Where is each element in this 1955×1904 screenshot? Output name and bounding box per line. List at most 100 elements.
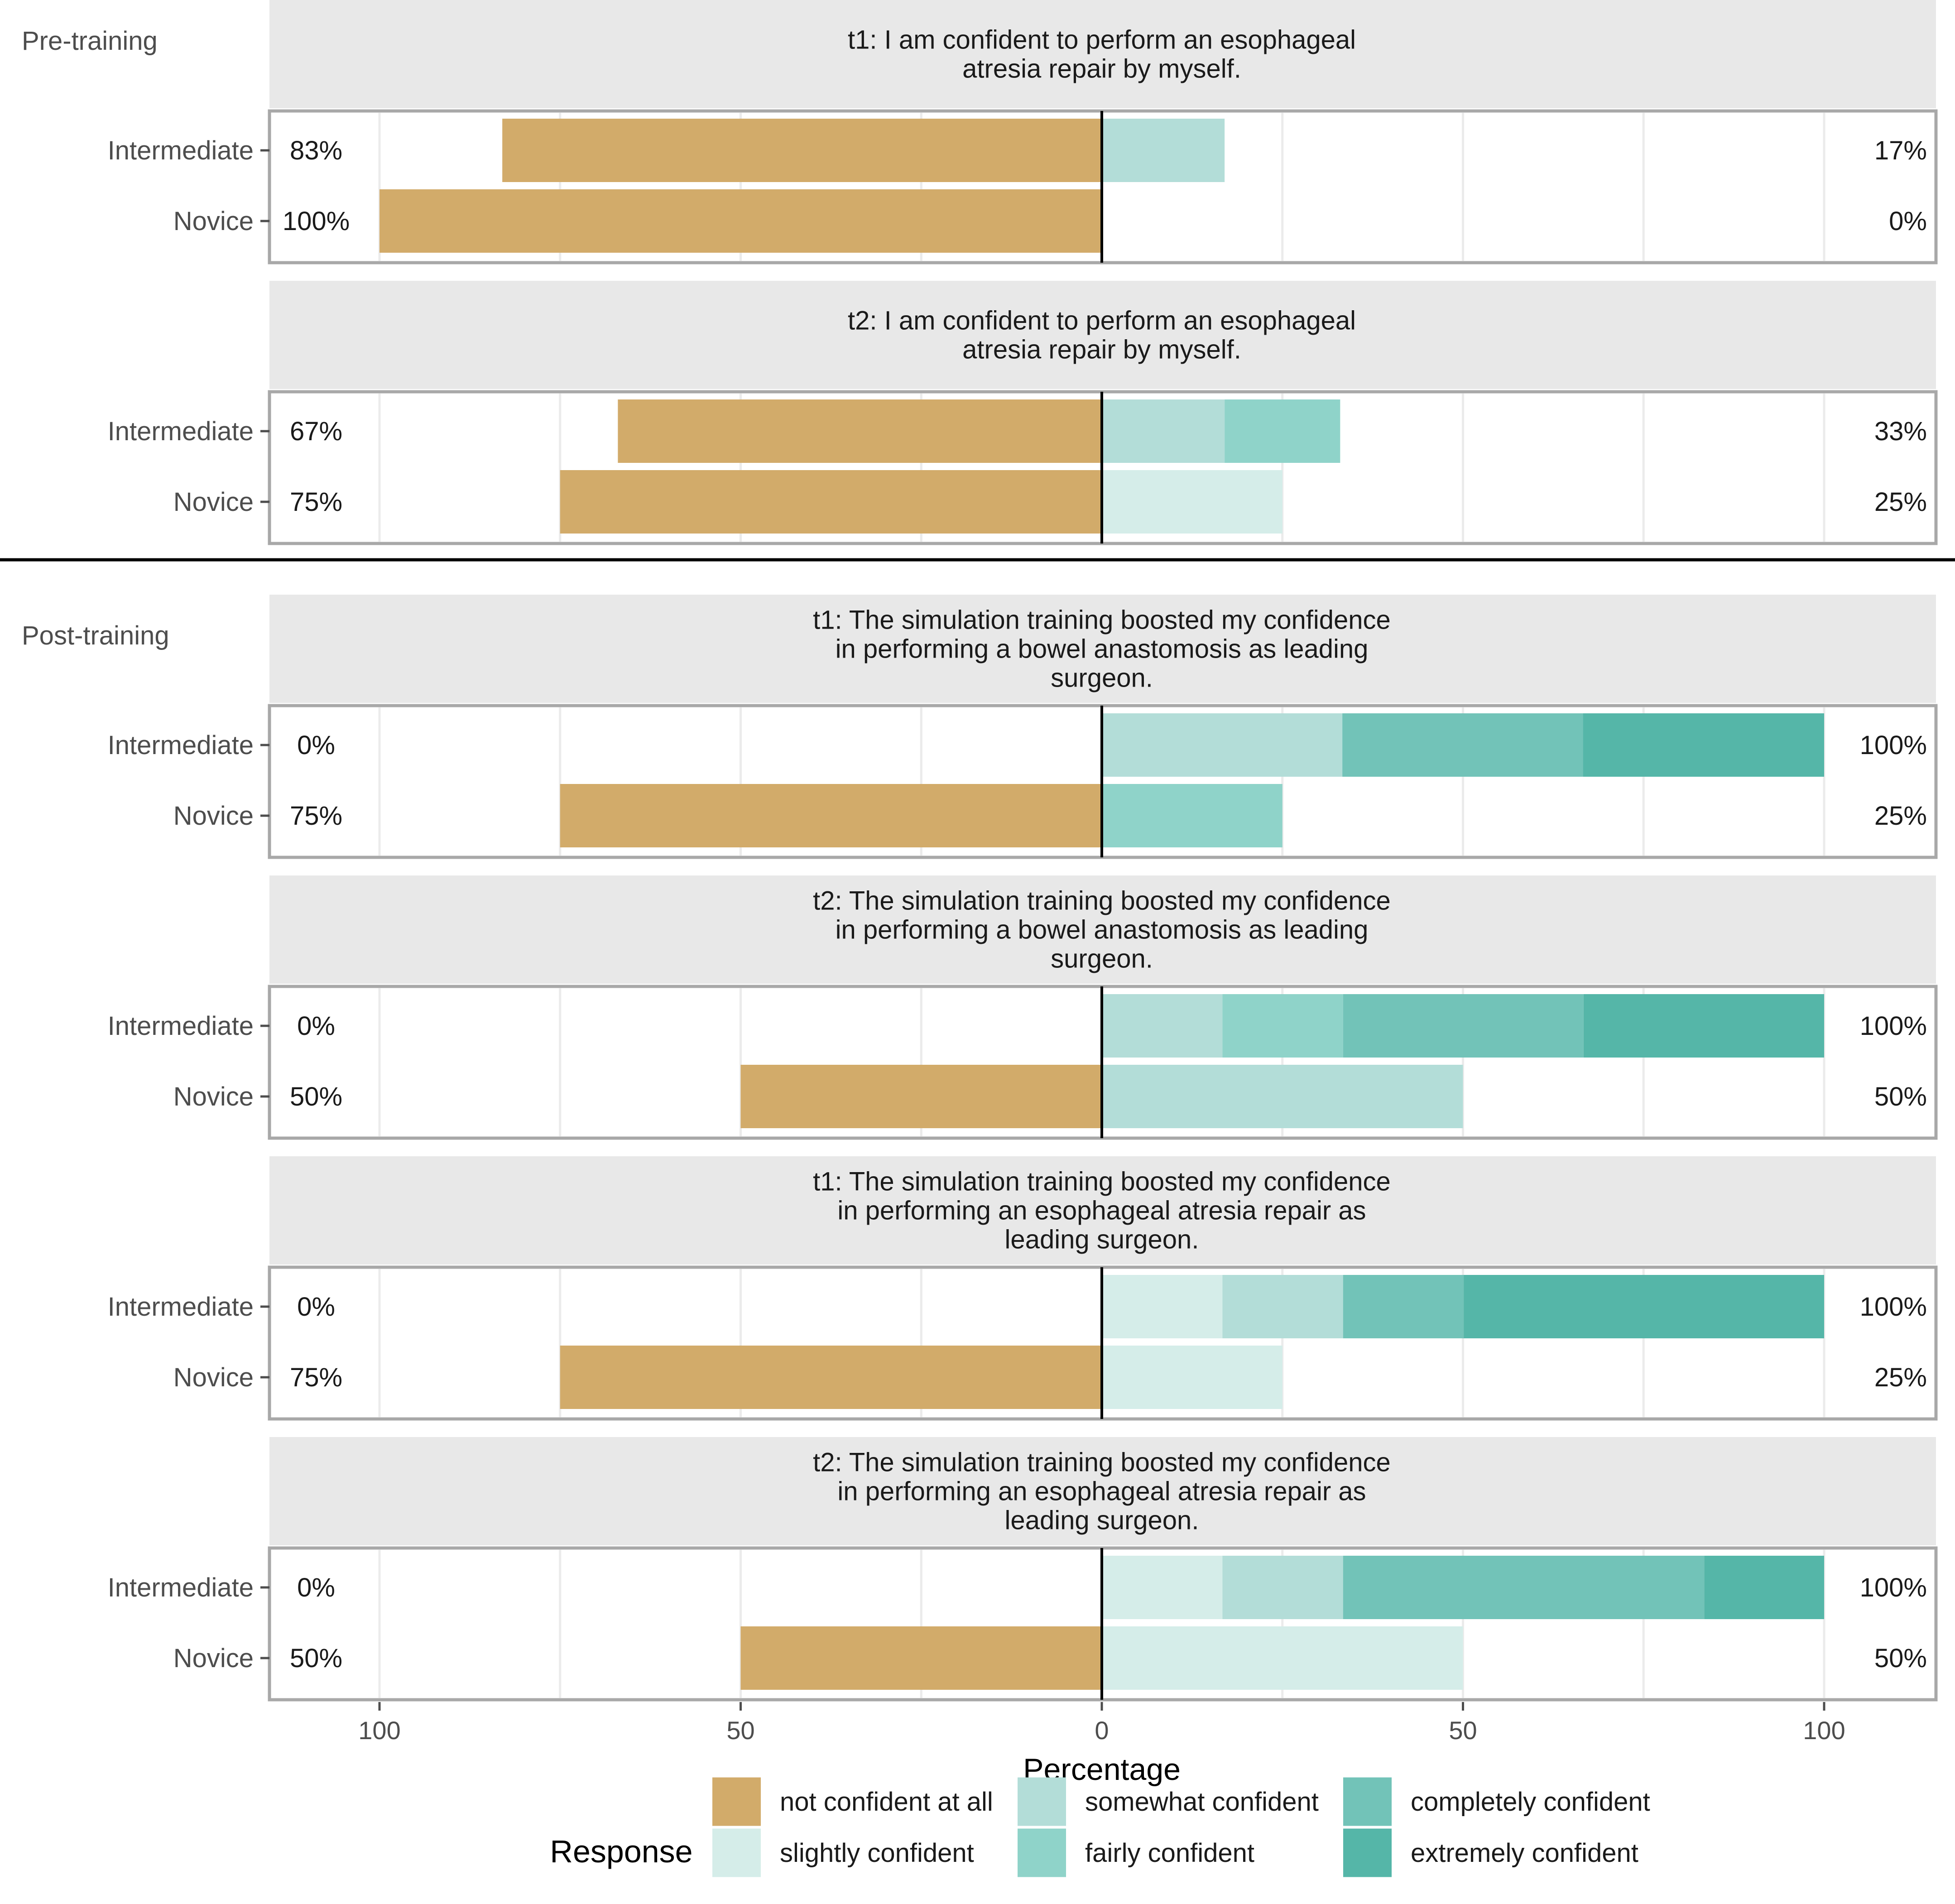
facet-title: t1: The simulation training boosted my c… <box>813 606 1391 693</box>
bar-intermediate-extremely-confident <box>1583 994 1824 1058</box>
right-percent-label: 50% <box>1874 1644 1927 1673</box>
x-tick-label: 100 <box>358 1716 400 1745</box>
left-percent-label: 75% <box>290 1363 342 1392</box>
section-label-post-training: Post-training <box>22 621 169 650</box>
facet-title: t1: I am confident to perform an esophag… <box>848 25 1356 84</box>
right-percent-label: 50% <box>1874 1082 1927 1111</box>
bar-intermediate-extremely-confident <box>1583 713 1824 777</box>
bar-intermediate-completely-confident <box>1343 1275 1464 1338</box>
legend-key-slightly-confident <box>712 1828 761 1877</box>
bar-novice-not-confident-at-all <box>560 470 1102 534</box>
bar-intermediate-somewhat-confident <box>1222 1556 1343 1619</box>
bar-intermediate-somewhat-confident <box>1102 119 1225 182</box>
left-percent-label: 75% <box>290 801 342 831</box>
bar-novice-not-confident-at-all <box>560 784 1102 847</box>
right-percent-label: 25% <box>1874 487 1927 517</box>
facet-strip <box>269 595 1936 703</box>
section-label-pre-training: Pre-training <box>22 26 158 56</box>
facet-strip <box>269 1437 1936 1545</box>
x-axis: Percentage 100 50 0 50 100 <box>358 1702 1845 1787</box>
row-label-intermediate: Intermediate <box>108 1011 254 1041</box>
left-percent-label: 83% <box>290 136 342 165</box>
facet-title: t2: I am confident to perform an esophag… <box>848 306 1356 365</box>
facet-title-line: surgeon. <box>1051 664 1153 693</box>
row-label-novice: Novice <box>173 801 254 831</box>
right-percent-label: 100% <box>1860 1292 1927 1322</box>
legend-key-fairly-confident <box>1018 1828 1066 1877</box>
bar-novice-not-confident-at-all <box>379 189 1102 253</box>
left-percent-label: 0% <box>297 1011 335 1041</box>
row-label-intermediate: Intermediate <box>108 136 254 165</box>
bar-novice-fairly-confident <box>1102 784 1283 847</box>
facet-panel: t1: I am confident to perform an esophag… <box>108 0 1938 264</box>
facet-title: t2: The simulation training boosted my c… <box>813 886 1391 974</box>
row-label-intermediate: Intermediate <box>108 1292 254 1322</box>
bar-intermediate-slightly-confident <box>1102 1275 1223 1338</box>
bar-novice-somewhat-confident <box>1102 1065 1463 1128</box>
legend-key-somewhat-confident <box>1018 1777 1066 1826</box>
left-percent-label: 0% <box>297 1292 335 1322</box>
x-tick-label: 50 <box>726 1716 754 1745</box>
left-percent-label: 75% <box>290 487 342 517</box>
bar-intermediate-completely-confident <box>1343 1556 1705 1619</box>
bar-intermediate-fairly-confident <box>1222 994 1343 1058</box>
legend-title: Response <box>550 1834 692 1869</box>
bar-intermediate-somewhat-confident <box>1102 713 1343 777</box>
bar-novice-not-confident-at-all <box>740 1626 1102 1690</box>
facet-title-line: t2: The simulation training boosted my c… <box>813 886 1391 916</box>
facet-title-line: t2: I am confident to perform an esophag… <box>848 306 1356 336</box>
legend-label-extremely-confident: extremely confident <box>1411 1838 1638 1868</box>
left-percent-label: 67% <box>290 417 342 446</box>
legend-label-completely-confident: completely confident <box>1411 1787 1650 1817</box>
bar-intermediate-completely-confident <box>1343 994 1584 1058</box>
legend-label-fairly-confident: fairly confident <box>1085 1838 1254 1868</box>
facet-title: t1: The simulation training boosted my c… <box>813 1167 1391 1255</box>
facet-panel: t1: The simulation training boosted my c… <box>108 595 1938 859</box>
facet-title-line: in performing a bowel anastomosis as lea… <box>836 635 1369 664</box>
row-label-intermediate: Intermediate <box>108 417 254 446</box>
facet-title-line: atresia repair by myself. <box>962 335 1241 365</box>
bar-novice-slightly-confident <box>1102 1626 1463 1690</box>
facet-panel: t1: The simulation training boosted my c… <box>108 1156 1938 1421</box>
facet-title-line: atresia repair by myself. <box>962 54 1241 84</box>
facet-panel: t2: The simulation training boosted my c… <box>108 1437 1938 1702</box>
right-percent-label: 33% <box>1874 417 1927 446</box>
facet-strip <box>269 0 1936 108</box>
bar-novice-slightly-confident <box>1102 470 1283 534</box>
bar-intermediate-not-confident-at-all <box>502 119 1102 182</box>
row-label-intermediate: Intermediate <box>108 1573 254 1602</box>
facet-panel: t2: I am confident to perform an esophag… <box>108 281 1938 545</box>
facet-title-line: t2: The simulation training boosted my c… <box>813 1448 1391 1477</box>
right-percent-label: 100% <box>1860 731 1927 760</box>
facet-title-line: in performing a bowel anastomosis as lea… <box>836 915 1369 945</box>
left-percent-label: 100% <box>283 207 350 236</box>
bar-novice-slightly-confident <box>1102 1346 1283 1409</box>
facet-strip <box>269 281 1936 389</box>
row-label-novice: Novice <box>173 207 254 236</box>
bar-intermediate-fairly-confident <box>1225 399 1340 463</box>
row-label-novice: Novice <box>173 1363 254 1392</box>
legend-label-slightly-confident: slightly confident <box>780 1838 974 1868</box>
left-percent-label: 0% <box>297 731 335 760</box>
facet-title-line: in performing an esophageal atresia repa… <box>837 1477 1366 1506</box>
x-tick-label: 100 <box>1803 1716 1845 1745</box>
bar-novice-not-confident-at-all <box>740 1065 1102 1128</box>
row-label-intermediate: Intermediate <box>108 731 254 760</box>
legend-label-not-confident-at-all: not confident at all <box>780 1787 993 1817</box>
legend-key-extremely-confident <box>1343 1828 1392 1877</box>
right-percent-label: 25% <box>1874 1363 1927 1392</box>
panels-layer: Pre-training t1: I am confident to perfor… <box>22 0 1938 1702</box>
bar-intermediate-somewhat-confident <box>1102 399 1225 463</box>
legend-key-not-confident-at-all <box>712 1777 761 1826</box>
right-percent-label: 0% <box>1889 207 1927 236</box>
facet-title-line: leading surgeon. <box>1005 1506 1199 1535</box>
x-tick-label: 50 <box>1449 1716 1477 1745</box>
facet-title-line: leading surgeon. <box>1005 1225 1199 1255</box>
facet-title-line: t1: The simulation training boosted my c… <box>813 606 1391 635</box>
bar-intermediate-slightly-confident <box>1102 1556 1223 1619</box>
right-percent-label: 17% <box>1874 136 1927 165</box>
row-label-novice: Novice <box>173 487 254 517</box>
right-percent-label: 100% <box>1860 1573 1927 1602</box>
right-percent-label: 25% <box>1874 801 1927 831</box>
